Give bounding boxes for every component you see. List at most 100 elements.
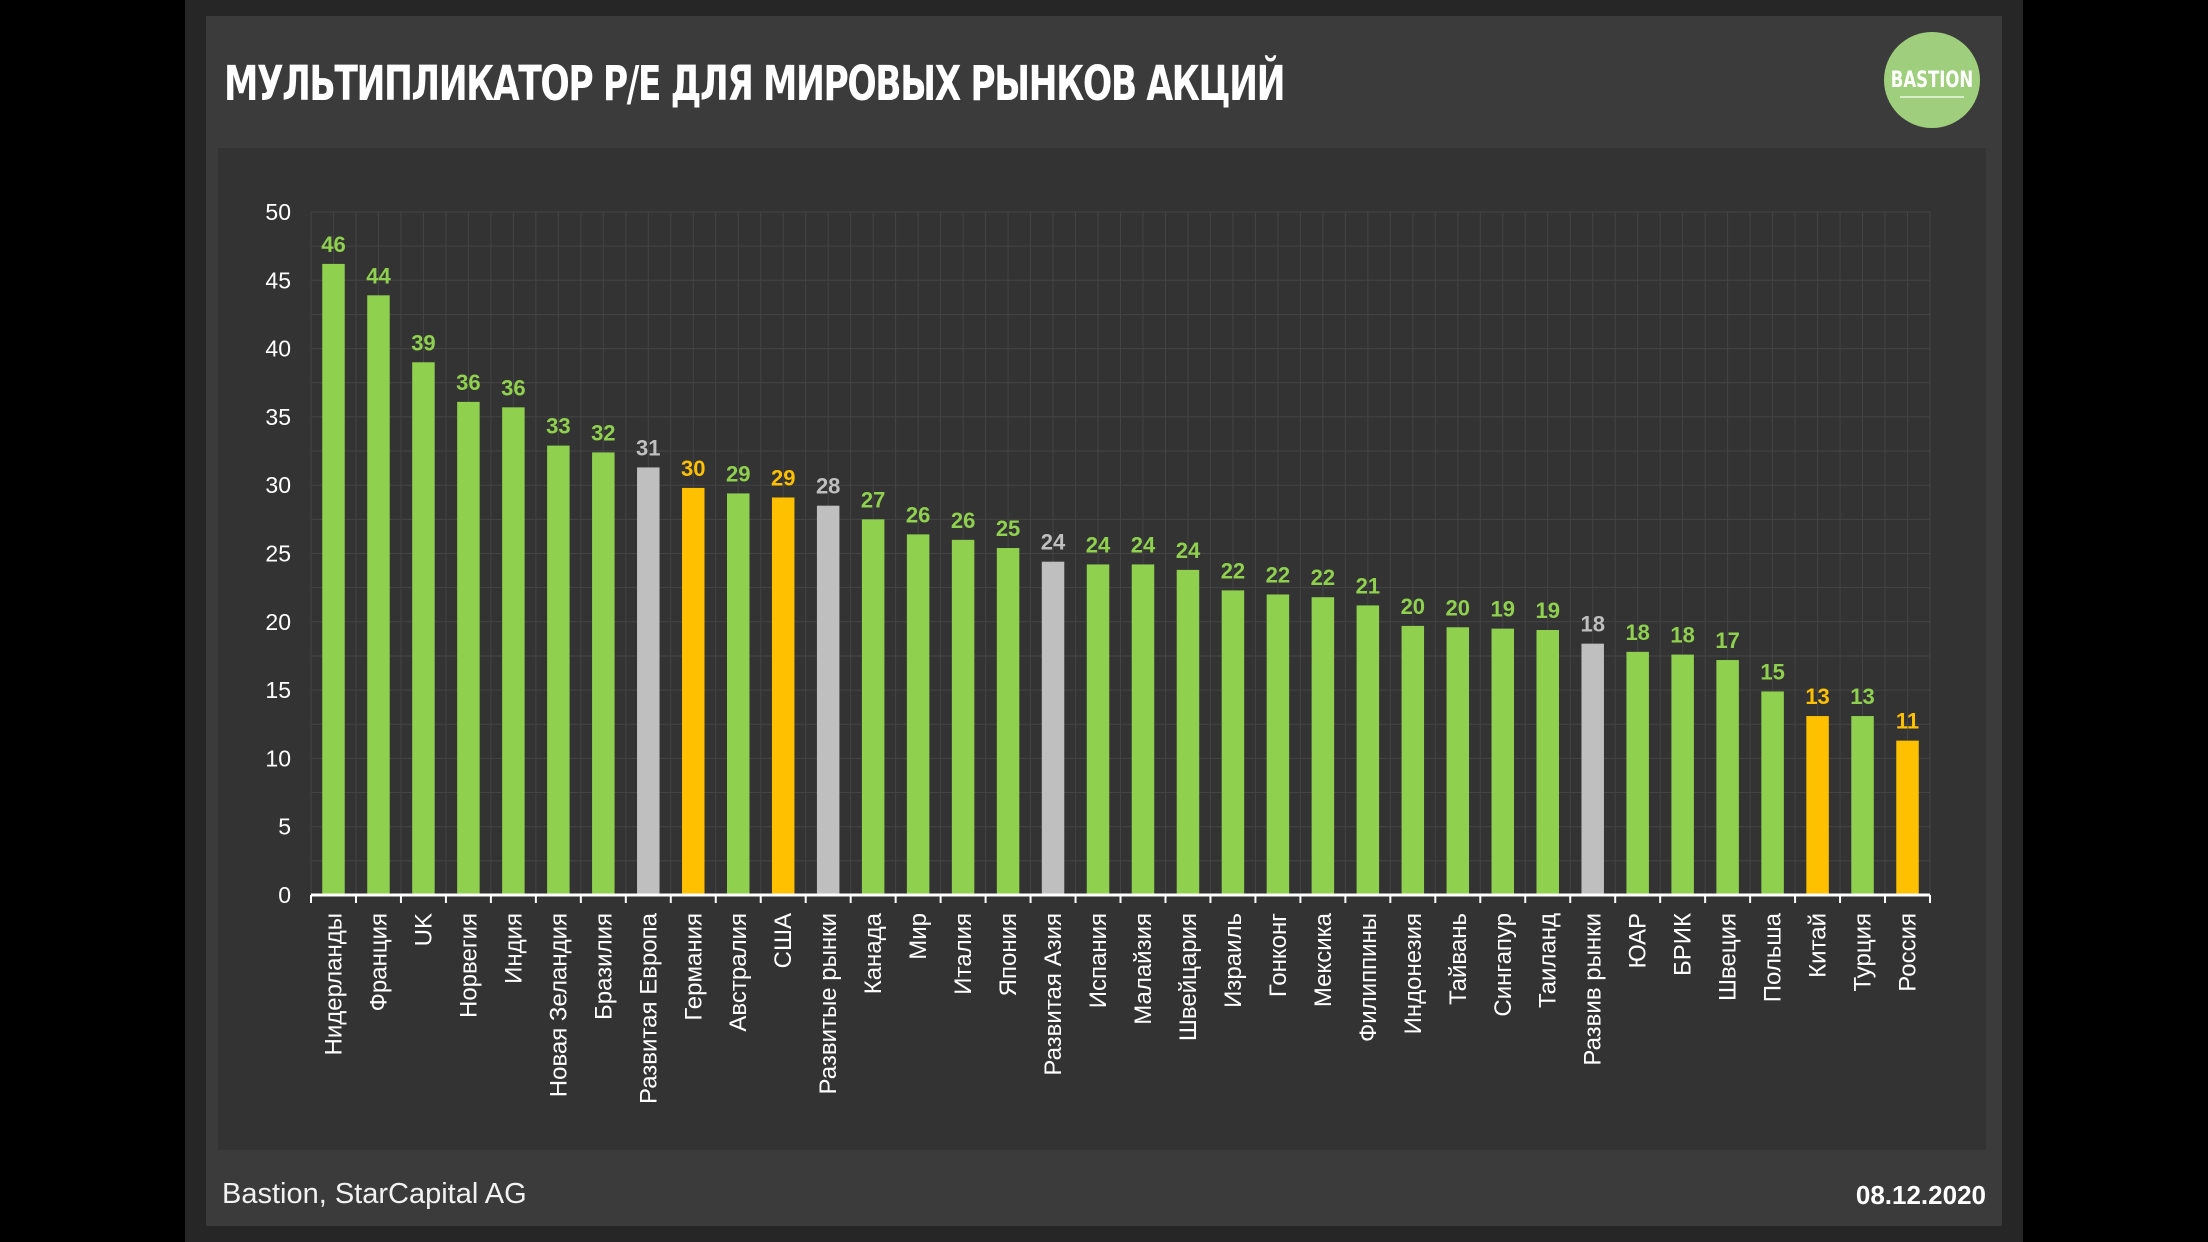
data-label: 32 <box>591 420 615 445</box>
bar <box>1626 651 1649 895</box>
y-tick-label: 30 <box>265 472 291 498</box>
data-label: 19 <box>1535 598 1559 623</box>
x-tick-label: Новая Зеландия <box>545 913 572 1097</box>
x-tick-label: Россия <box>1895 913 1922 992</box>
data-label: 39 <box>411 330 435 355</box>
data-label: 24 <box>1041 530 1066 555</box>
y-tick-label: 50 <box>265 199 291 225</box>
y-tick-label: 10 <box>265 745 291 771</box>
data-label: 46 <box>321 232 345 257</box>
logo-underline <box>1900 96 1964 98</box>
bar <box>1851 716 1874 895</box>
x-tick-label: Италия <box>950 913 977 995</box>
bar <box>1266 594 1290 895</box>
x-tick-label: Турция <box>1850 913 1877 992</box>
data-label: 22 <box>1266 562 1290 587</box>
data-label: 36 <box>456 370 480 395</box>
x-tick-label: Норвегия <box>455 913 482 1018</box>
bar <box>1401 625 1425 895</box>
bar <box>1176 569 1200 895</box>
data-label: 29 <box>771 465 795 490</box>
y-tick-label: 45 <box>265 267 291 293</box>
x-tick-label: Мексика <box>1310 912 1337 1007</box>
x-tick-label: Франция <box>365 913 392 1011</box>
x-tick-label: Канада <box>860 912 887 994</box>
bar <box>771 497 795 895</box>
x-tick-label: Сингапур <box>1490 913 1517 1017</box>
data-label: 27 <box>861 487 885 512</box>
x-tick-label: Тайвань <box>1445 913 1472 1005</box>
data-label: 31 <box>636 435 660 460</box>
x-tick-label: UK <box>410 913 437 946</box>
logo-text: BASTION <box>1890 67 1974 93</box>
bar <box>1221 590 1245 895</box>
x-tick-label: ЮАР <box>1625 913 1652 968</box>
x-tick-label: Китай <box>1805 913 1832 978</box>
slide: МУЛЬТИПЛИКАТОР P/E ДЛЯ МИРОВЫХ РЫНКОВ АК… <box>206 16 2002 1226</box>
data-label: 36 <box>501 375 525 400</box>
bar <box>1356 605 1380 895</box>
bar <box>1491 628 1515 895</box>
bastion-logo: BASTION <box>1884 32 1980 128</box>
x-tick-label: Развитые рынки <box>815 913 842 1094</box>
bar <box>1446 627 1470 895</box>
source-note: Bastion, StarCapital AG <box>222 1178 527 1210</box>
bar <box>1536 629 1559 895</box>
y-tick-label: 5 <box>278 814 291 840</box>
x-tick-label: Швеция <box>1715 913 1742 1001</box>
x-tick-label: Германия <box>680 913 707 1021</box>
x-tick-label: Таиланд <box>1535 913 1562 1008</box>
bar <box>457 401 480 895</box>
page-title: МУЛЬТИПЛИКАТОР P/E ДЛЯ МИРОВЫХ РЫНКОВ АК… <box>224 56 1286 112</box>
x-tick-label: Япония <box>995 913 1022 996</box>
data-label: 26 <box>951 508 975 533</box>
y-tick-label: 35 <box>265 404 291 430</box>
bar <box>502 407 525 895</box>
data-label: 21 <box>1356 573 1380 598</box>
bar <box>1716 660 1739 895</box>
data-label: 17 <box>1715 628 1739 653</box>
x-tick-label: Испания <box>1085 913 1112 1008</box>
x-tick-label: Развитая Азия <box>1040 913 1067 1076</box>
bar <box>637 467 660 895</box>
bar <box>322 263 345 896</box>
bar <box>1041 561 1065 895</box>
x-tick-label: Мир <box>905 913 932 960</box>
bar <box>1806 716 1829 895</box>
bar <box>682 487 705 895</box>
data-label: 18 <box>1625 620 1649 645</box>
bar <box>1896 740 1919 895</box>
x-tick-label: Швейцария <box>1175 913 1202 1041</box>
data-label: 24 <box>1176 538 1201 563</box>
data-label: 22 <box>1221 558 1245 583</box>
bar <box>951 539 975 895</box>
bar <box>996 548 1020 895</box>
chart-panel: 0 5 10 15 20 25 30 35 40 45 50 46 Нидерланды 44 Франци… <box>218 148 1986 1150</box>
data-label: 30 <box>681 456 705 481</box>
x-tick-label: Гонконг <box>1265 913 1292 997</box>
bar <box>726 493 750 895</box>
data-label: 18 <box>1580 612 1604 637</box>
x-tick-label: Индия <box>500 913 527 984</box>
pe-bar-chart: 0 5 10 15 20 25 30 35 40 45 50 46 Нидерланды 44 Франци… <box>265 199 1931 1104</box>
y-tick-label: 15 <box>265 677 291 703</box>
bar <box>906 534 930 895</box>
data-label: 13 <box>1850 684 1874 709</box>
bar <box>592 452 615 895</box>
data-label: 24 <box>1086 532 1111 557</box>
bar <box>412 362 435 895</box>
x-tick-label: Филиппины <box>1355 913 1382 1042</box>
y-tick-label: 0 <box>278 882 291 908</box>
bar <box>1761 691 1784 895</box>
bar <box>1131 564 1155 895</box>
x-tick-label: Австралия <box>725 913 752 1032</box>
bar <box>861 519 885 895</box>
bar <box>1671 654 1694 895</box>
data-label: 13 <box>1805 684 1829 709</box>
data-label: 20 <box>1401 594 1425 619</box>
x-tick-label: Развив рынки <box>1580 913 1607 1066</box>
report-date: 08.12.2020 <box>1855 1180 1986 1210</box>
x-tick-label: США <box>770 913 797 968</box>
data-label: 19 <box>1491 597 1515 622</box>
data-label: 24 <box>1131 532 1156 557</box>
